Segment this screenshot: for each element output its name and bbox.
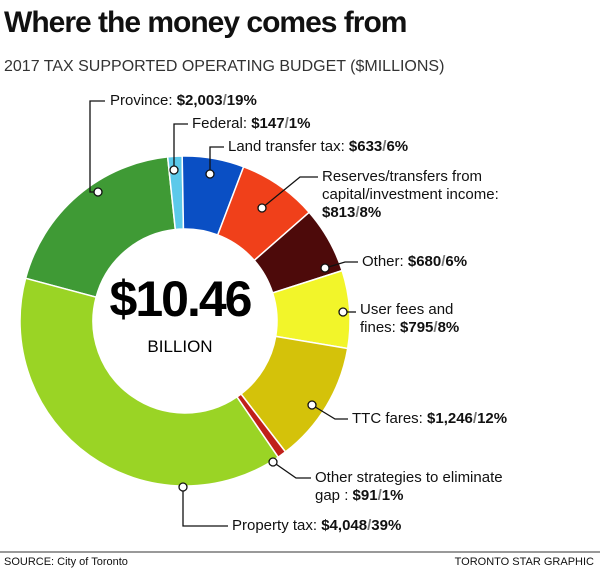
percent-label: 8% <box>437 319 460 336</box>
slice-label: Property tax: $4,048/39% <box>232 517 472 535</box>
leader-dot <box>320 263 330 273</box>
category-label: Property tax: <box>232 517 318 534</box>
leader-line <box>173 123 188 170</box>
slice-label: Other: $680/6% <box>362 253 562 271</box>
separator: / <box>472 410 478 427</box>
separator: / <box>433 319 438 336</box>
leader-dot <box>338 307 348 317</box>
percent-label: 6% <box>445 253 468 270</box>
subtitle: 2017 TAX SUPPORTED OPERATING BUDGET ($MI… <box>4 58 445 75</box>
separator: / <box>367 517 372 534</box>
separator: / <box>355 204 360 221</box>
title: Where the money comes from <box>4 6 407 39</box>
value-label: $633 <box>348 138 383 155</box>
percent-label: 12% <box>477 410 508 427</box>
percent-label: 1% <box>381 487 404 504</box>
slices <box>19 155 351 487</box>
percent-label: 6% <box>386 138 409 155</box>
leader-line <box>324 261 358 269</box>
category-label: Reserves/transfers from capital/investme… <box>322 168 499 203</box>
separator: / <box>377 487 382 504</box>
category-label: TTC fares: <box>352 410 423 427</box>
leader-line <box>182 487 228 527</box>
leader-dot <box>307 400 317 410</box>
leader-line <box>311 404 348 420</box>
value-label: $1,246 <box>427 410 473 427</box>
category-label: Federal: <box>192 115 248 132</box>
value-label: $91 <box>352 487 378 504</box>
percent-label: 1% <box>288 115 311 132</box>
percent-label: 19% <box>226 92 257 109</box>
category-label: Other: <box>362 253 404 270</box>
separator: / <box>222 92 227 109</box>
separator: / <box>284 115 289 132</box>
leader-dot <box>257 203 267 213</box>
leader-dot <box>93 187 103 197</box>
value-label: $813 <box>322 204 356 221</box>
slice-label: User fees and fines: $795/8% <box>360 301 490 337</box>
slice-label: Other strategies to eliminate gap : $91/… <box>315 469 530 505</box>
source: SOURCE: City of Toronto <box>4 556 128 568</box>
slice <box>24 156 177 299</box>
leader-dot <box>178 482 188 492</box>
slice-label: Reserves/transfers from capital/investme… <box>322 168 527 222</box>
slice-label: Federal: $147/1% <box>192 115 412 133</box>
value-label: $4,048 <box>321 517 368 534</box>
value-label: $147 <box>251 115 285 132</box>
leader-line <box>272 461 311 479</box>
leader-dot <box>205 169 215 179</box>
leader-dot <box>268 457 278 467</box>
percent-label: 39% <box>371 517 402 534</box>
value-label: $2,003 <box>176 92 223 109</box>
center-unit: BILLION <box>147 337 212 356</box>
slice <box>19 277 280 487</box>
category-label: Province: <box>110 92 173 109</box>
slice-label: Province: $2,003/19% <box>110 92 330 110</box>
value-label: $680 <box>407 253 442 270</box>
leader-line <box>209 146 224 174</box>
credit: TORONTO STAR GRAPHIC <box>454 556 594 568</box>
leaders <box>89 100 358 527</box>
leader-line <box>261 176 318 209</box>
category-label: Land transfer tax: <box>228 138 345 155</box>
category-label: Other strategies to eliminate gap : <box>315 469 503 504</box>
separator: / <box>382 138 387 155</box>
leader-dot <box>169 165 179 175</box>
percent-label: 8% <box>359 204 382 221</box>
center-value: $10.46 <box>110 271 251 327</box>
slice-label: TTC fares: $1,246/12% <box>352 410 592 428</box>
slice-label: Land transfer tax: $633/6% <box>228 138 468 156</box>
category-label: User fees and fines: <box>360 301 454 336</box>
separator: / <box>441 253 446 270</box>
value-label: $795 <box>400 319 434 336</box>
